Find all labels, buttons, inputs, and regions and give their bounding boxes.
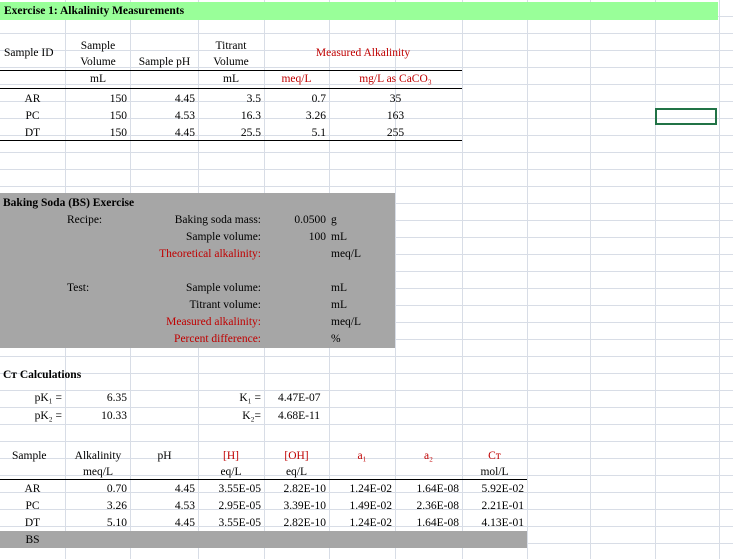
- k1-label: K₁ =: [239, 392, 261, 404]
- unit-meq: meq/L: [281, 73, 312, 85]
- cell-alk[interactable]: 3.26: [106, 500, 127, 512]
- bs-row-band: [0, 531, 527, 548]
- h-a1: a₁: [357, 450, 367, 462]
- bs-mass-label: Baking soda mass:: [174, 214, 261, 226]
- cell-ph[interactable]: 4.53: [174, 500, 195, 512]
- bs-theoretical-unit: meq/L: [331, 248, 362, 260]
- header-sample-ph: Sample pH: [138, 56, 191, 68]
- bs-titrant-volume-label: Titrant volume:: [189, 299, 261, 311]
- cell-h[interactable]: 2.95E-05: [218, 500, 261, 512]
- bs-test-sample-volume-unit: mL: [331, 282, 347, 294]
- cell-meq[interactable]: 5.1: [311, 127, 326, 139]
- u-alkalinity: meq/L: [82, 466, 114, 478]
- bs-mass-value[interactable]: 0.0500: [294, 214, 326, 226]
- u-oh: eq/L: [285, 466, 308, 478]
- bs-recipe-label: Recipe:: [67, 214, 103, 226]
- header-titrant-2: Volume: [213, 56, 249, 68]
- header-sample-volume-1: Sample: [80, 40, 116, 52]
- h-h: [H]: [223, 450, 239, 462]
- cell-alk[interactable]: 5.10: [106, 517, 127, 529]
- h-ph: pH: [157, 450, 172, 462]
- cell-a2[interactable]: 2.36E-08: [416, 500, 459, 512]
- cell-meq[interactable]: 3.26: [305, 110, 326, 122]
- cell-sample[interactable]: AR: [24, 483, 41, 495]
- cell-sample[interactable]: DT: [24, 517, 41, 529]
- cell-titrant[interactable]: 3.5: [246, 93, 261, 105]
- cell-ph[interactable]: 4.53: [174, 110, 195, 122]
- title-band: [0, 2, 718, 20]
- cell-titrant[interactable]: 25.5: [240, 127, 261, 139]
- unit-sample-ml: mL: [90, 73, 106, 85]
- header-titrant-1: Titrant: [215, 40, 247, 52]
- sheet-title: Exercise 1: Alkalinity Measurements: [4, 5, 185, 17]
- cell-a2[interactable]: 1.64E-08: [416, 483, 459, 495]
- cell-sample[interactable]: PC: [25, 500, 40, 512]
- cell-alk[interactable]: 0.70: [106, 483, 127, 495]
- header-sample-volume-2: Volume: [80, 56, 116, 68]
- bs-vol-value[interactable]: 100: [308, 231, 326, 243]
- pk2-value[interactable]: 10.33: [101, 410, 127, 422]
- k2-label: K₂=: [242, 410, 261, 422]
- cell-vol[interactable]: 150: [109, 93, 127, 105]
- h-alkalinity: Alkalinity: [74, 450, 122, 462]
- header-measured-alkalinity: Measured Alkalinity: [315, 47, 411, 59]
- cell-ct[interactable]: 2.21E-01: [481, 500, 524, 512]
- k2-value[interactable]: 4.68E-11: [278, 410, 321, 422]
- bs-vol-unit: mL: [331, 231, 347, 243]
- h-ct: Cᴛ: [488, 450, 501, 462]
- pk1-value[interactable]: 6.35: [106, 392, 127, 404]
- pk1-label: pK₁ =: [34, 392, 62, 404]
- u-h: eq/L: [220, 466, 242, 478]
- h-oh: [OH]: [284, 450, 309, 462]
- cell-titrant[interactable]: 16.3: [240, 110, 261, 122]
- cell-id[interactable]: PC: [25, 110, 40, 122]
- cell-h[interactable]: 3.55E-05: [218, 483, 261, 495]
- cell-vol[interactable]: 150: [109, 127, 127, 139]
- h-a2: a₂: [423, 450, 434, 462]
- header-sample-id: Sample ID: [4, 47, 54, 59]
- k1-value[interactable]: 4.47E-07: [278, 392, 321, 404]
- selected-cell[interactable]: [655, 108, 717, 125]
- u-ct: mol/L: [480, 466, 509, 478]
- bs-test-label: Test:: [67, 282, 90, 294]
- pk2-label: pK₂ =: [34, 410, 62, 422]
- bs-measured-alkalinity-label: Measured alkalinity:: [166, 316, 261, 328]
- ct-title: Cᴛ Calculations: [3, 369, 82, 381]
- bs-percent-difference-unit: %: [331, 333, 341, 345]
- cell-ph[interactable]: 4.45: [174, 93, 195, 105]
- cell-vol[interactable]: 150: [109, 110, 127, 122]
- bs-titrant-volume-unit: mL: [331, 299, 347, 311]
- cell-oh[interactable]: 2.82E-10: [283, 483, 326, 495]
- bs-theoretical-label: Theoretical alkalinity:: [159, 248, 261, 260]
- unit-titrant-ml: mL: [223, 73, 239, 85]
- cell-ph[interactable]: 4.45: [174, 483, 195, 495]
- cell-ct[interactable]: 5.92E-02: [481, 483, 524, 495]
- cell-meq[interactable]: 0.7: [311, 93, 326, 105]
- bs-mass-unit: g: [331, 214, 337, 226]
- cell-oh[interactable]: 3.39E-10: [283, 500, 326, 512]
- bs-row-label[interactable]: BS: [25, 534, 40, 546]
- cell-a2[interactable]: 1.64E-08: [416, 517, 459, 529]
- bs-title: Baking Soda (BS) Exercise: [3, 197, 135, 209]
- cell-mg[interactable]: 255: [386, 127, 405, 139]
- cell-id[interactable]: DT: [24, 127, 41, 139]
- bs-percent-difference-label: Percent difference:: [174, 333, 261, 345]
- cell-mg[interactable]: 163: [386, 110, 405, 122]
- baking-soda-panel: [0, 193, 395, 348]
- h-sample: Sample: [12, 450, 47, 462]
- cell-a1[interactable]: 1.24E-02: [349, 483, 392, 495]
- bs-test-sample-volume-label: Sample volume:: [185, 282, 261, 294]
- cell-ph[interactable]: 4.45: [174, 127, 195, 139]
- cell-id[interactable]: AR: [24, 93, 41, 105]
- cell-h[interactable]: 3.55E-05: [218, 517, 261, 529]
- cell-a1[interactable]: 1.49E-02: [349, 500, 392, 512]
- cell-ct[interactable]: 4.13E-01: [481, 517, 524, 529]
- bs-measured-alkalinity-unit: meq/L: [331, 316, 362, 328]
- bs-vol-label: Sample volume:: [185, 231, 261, 243]
- cell-ph[interactable]: 4.45: [174, 517, 195, 529]
- unit-mg-caco3: mg/L as CaCO₃: [359, 73, 432, 85]
- cell-oh[interactable]: 2.82E-10: [283, 517, 326, 529]
- cell-mg[interactable]: 35: [389, 93, 402, 105]
- cell-a1[interactable]: 1.24E-02: [349, 517, 392, 529]
